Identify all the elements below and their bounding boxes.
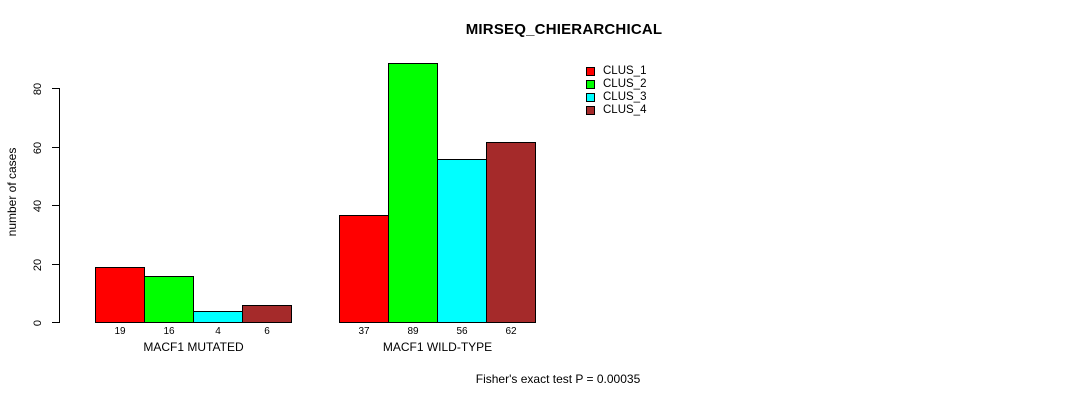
bar-value-label: 62 (505, 326, 517, 337)
y-axis-line (59, 88, 60, 323)
bar-clus_4-group2 (486, 142, 536, 323)
group-label: MACF1 MUTATED (143, 340, 244, 354)
bar-value-label: 4 (215, 326, 221, 337)
y-tick (52, 322, 59, 323)
bar-value-label: 6 (264, 326, 270, 337)
stat-annotation: Fisher's exact test P = 0.00035 (475, 372, 641, 386)
legend-label: CLUS_4 (603, 104, 647, 116)
y-tick-label: 80 (32, 82, 44, 95)
legend-swatch-clus_2 (586, 80, 595, 89)
bar-clus_1-group2 (339, 215, 389, 323)
y-tick-label: 0 (32, 319, 44, 326)
legend-swatch-clus_1 (586, 67, 595, 76)
y-tick-label: 60 (32, 141, 44, 154)
chart-title: MIRSEQ_CHIERARCHICAL (465, 21, 663, 38)
bar-value-label: 16 (163, 326, 175, 337)
legend-swatch-clus_4 (586, 106, 595, 115)
y-tick (52, 205, 59, 206)
y-tick (52, 147, 59, 148)
bar-value-label: 89 (407, 326, 419, 337)
y-axis-title: number of cases (5, 147, 19, 237)
y-tick (52, 264, 59, 265)
bar-value-label: 19 (114, 326, 126, 337)
bar-clus_4-group1 (242, 305, 292, 323)
y-tick (52, 88, 59, 89)
legend-label: CLUS_2 (603, 78, 647, 90)
bar-value-label: 56 (456, 326, 468, 337)
y-tick-label: 20 (32, 258, 44, 271)
group-label: MACF1 WILD-TYPE (382, 340, 493, 354)
bar-clus_3-group2 (437, 159, 487, 323)
bar-clus_3-group1 (193, 311, 243, 323)
legend-swatch-clus_3 (586, 93, 595, 102)
legend-label: CLUS_1 (603, 65, 647, 77)
legend-label: CLUS_3 (603, 91, 647, 103)
bar-clus_1-group1 (95, 267, 145, 323)
y-tick-label: 40 (32, 199, 44, 212)
bar-clus_2-group1 (144, 276, 194, 323)
bar-clus_2-group2 (388, 63, 438, 323)
bar-value-label: 37 (358, 326, 370, 337)
